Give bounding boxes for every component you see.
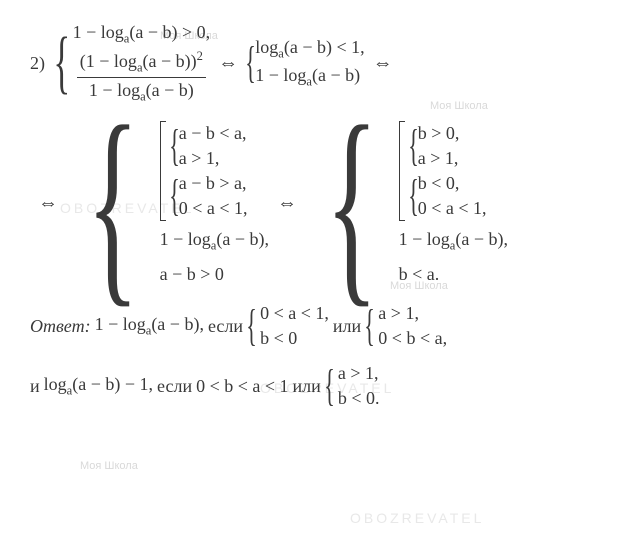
expr: b > 0, — [418, 121, 460, 146]
expr: 0 < a < 1, — [179, 196, 248, 221]
numerator: (1 − loga(a − b))2 — [77, 48, 206, 78]
expr: 0 < b < a < 1 — [196, 376, 288, 397]
text: и — [30, 376, 40, 397]
watermark: OBOZREVATEL — [350, 510, 484, 526]
iff-icon: ⇔ — [277, 192, 297, 215]
item-number: 2) — [30, 53, 45, 74]
answer-label: Ответ: — [30, 316, 91, 337]
brace-icon: { — [245, 50, 256, 76]
text: или — [293, 376, 321, 397]
brace-icon: { — [86, 121, 139, 286]
watermark: Моя Школа — [80, 460, 138, 472]
brace-icon: { — [325, 121, 378, 286]
expr: a > 1, — [378, 301, 447, 326]
expr: 1 − loga(a − b), — [160, 227, 269, 255]
iff-icon: ⇔ — [218, 52, 238, 75]
expr: 0 < a < 1, — [418, 196, 487, 221]
expr: a − b < a, — [179, 121, 247, 146]
text: если — [208, 316, 243, 337]
iff-icon: ⇔ — [373, 52, 393, 75]
expr: a − b > a, — [179, 171, 248, 196]
brace-icon: { — [53, 42, 70, 84]
equation-line-2: ⇔ { { a − b < a, a > 1, { a − b > a, 0 <… — [30, 121, 589, 287]
iff-icon: ⇔ — [38, 192, 58, 215]
expr: b < a. — [399, 262, 508, 287]
expr: 1 − loga(a − b) > 0, — [73, 20, 211, 48]
expr: a − b > 0 — [160, 262, 269, 287]
expr: b < 0 — [260, 326, 329, 351]
expr: b < 0, — [418, 171, 487, 196]
expr: loga(a − b) − 1, — [44, 374, 153, 399]
expr: a > 1, — [338, 361, 380, 386]
expr: 0 < b < a, — [378, 326, 447, 351]
expr: 0 < a < 1, — [260, 301, 329, 326]
expr: a > 1, — [418, 146, 460, 171]
text: если — [157, 376, 192, 397]
brace-icon: { — [364, 313, 375, 339]
expr: loga(a − b) < 1, — [255, 35, 364, 63]
expr: b < 0. — [338, 386, 380, 411]
brace-icon: { — [246, 313, 257, 339]
expr: a > 1, — [179, 146, 247, 171]
brace-icon: { — [324, 373, 335, 399]
expr: 1 − loga(a − b), — [399, 227, 508, 255]
